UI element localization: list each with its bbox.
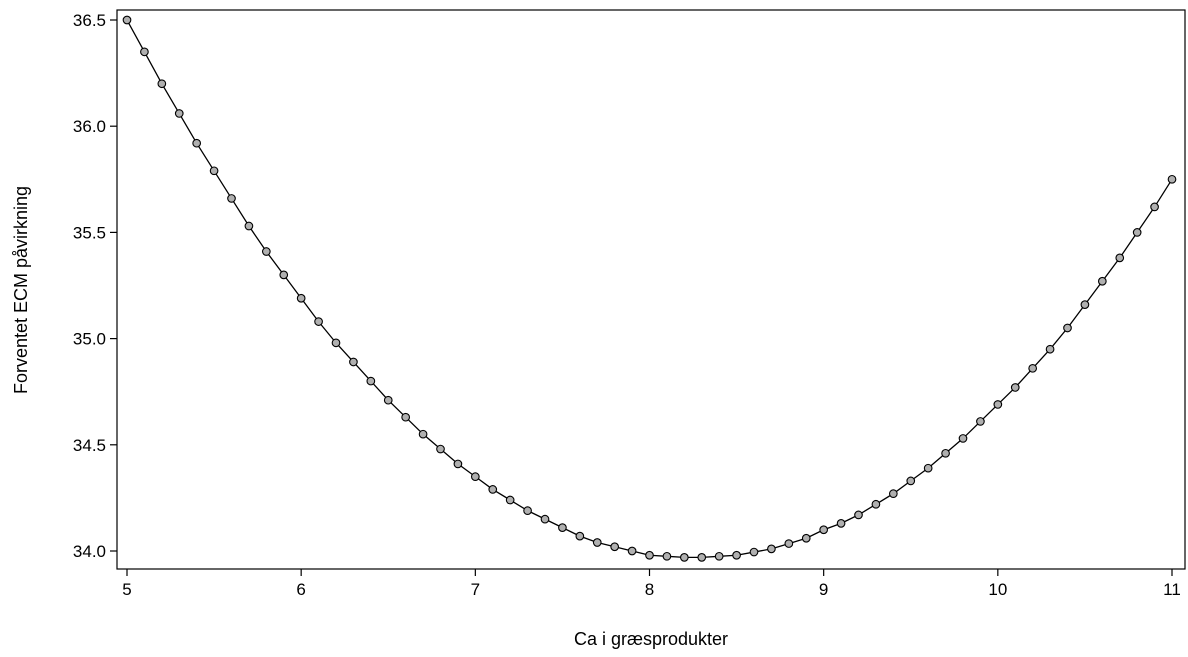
data-point xyxy=(1132,228,1142,237)
data-point xyxy=(592,538,602,547)
data-point xyxy=(140,47,149,57)
y-axis: 34.0 34.5 35.0 35.5 36.0 36.5 xyxy=(73,11,117,561)
data-point xyxy=(1045,344,1055,354)
data-point xyxy=(784,539,794,548)
data-point xyxy=(871,499,881,509)
x-axis: 5 6 7 8 9 10 11 xyxy=(122,569,1181,599)
data-point xyxy=(819,525,829,535)
data-point xyxy=(906,476,916,486)
data-point xyxy=(923,463,933,473)
data-point xyxy=(540,514,550,524)
x-tick-label: 8 xyxy=(645,580,654,599)
y-tick-label: 36.0 xyxy=(73,117,106,136)
data-point xyxy=(349,357,358,367)
data-point xyxy=(941,448,950,458)
data-point xyxy=(575,531,585,541)
y-tick-label: 35.5 xyxy=(73,223,106,242)
data-point xyxy=(523,506,532,515)
y-tick-label: 36.5 xyxy=(73,11,106,30)
series-markers xyxy=(122,15,1177,562)
data-point xyxy=(645,550,654,560)
data-point xyxy=(296,293,306,303)
data-point xyxy=(436,444,445,454)
data-point xyxy=(836,519,846,528)
data-point xyxy=(1097,276,1107,286)
data-point xyxy=(679,553,689,562)
y-tick-label: 34.0 xyxy=(73,542,106,561)
data-point xyxy=(244,221,254,231)
data-point xyxy=(418,429,428,439)
x-tick-label: 10 xyxy=(988,580,1007,599)
data-point xyxy=(401,412,411,422)
data-point xyxy=(174,109,184,118)
data-point xyxy=(610,542,620,552)
data-point xyxy=(192,138,202,148)
data-point xyxy=(314,317,323,326)
data-point xyxy=(558,523,567,532)
data-point xyxy=(383,395,393,405)
data-point xyxy=(801,533,811,543)
data-point xyxy=(749,547,759,557)
y-tick-label: 34.5 xyxy=(73,436,106,455)
data-point xyxy=(1167,174,1177,184)
data-point xyxy=(1028,363,1038,373)
data-point xyxy=(331,338,341,348)
data-point xyxy=(854,510,863,520)
data-point xyxy=(1080,300,1090,309)
data-point xyxy=(627,546,637,556)
data-point xyxy=(1115,253,1125,263)
data-point xyxy=(976,417,985,426)
x-tick-label: 6 xyxy=(296,580,305,599)
x-tick-label: 7 xyxy=(471,580,480,599)
data-point xyxy=(888,489,898,499)
data-point xyxy=(157,79,167,89)
data-point xyxy=(767,544,776,554)
y-tick-label: 35.0 xyxy=(73,330,106,349)
x-tick-label: 9 xyxy=(819,580,828,599)
data-point xyxy=(732,550,741,560)
data-point xyxy=(1150,202,1159,212)
data-point xyxy=(697,553,707,562)
data-point xyxy=(1010,383,1020,392)
data-point xyxy=(453,459,463,469)
data-point xyxy=(958,434,968,443)
data-point xyxy=(993,400,1003,409)
x-tick-label: 5 xyxy=(122,580,131,599)
plot-frame xyxy=(116,9,1186,570)
data-point xyxy=(1063,323,1072,333)
data-point xyxy=(209,166,219,176)
data-point xyxy=(227,194,236,203)
data-point xyxy=(505,495,515,505)
data-point xyxy=(488,485,498,494)
data-point xyxy=(714,551,724,561)
data-point xyxy=(470,472,480,482)
x-axis-title: Ca i græsprodukter xyxy=(574,629,728,649)
data-point xyxy=(662,551,672,561)
data-point xyxy=(122,15,132,25)
y-axis-title: Forventet ECM påvirkning xyxy=(11,186,31,394)
x-tick-label: 11 xyxy=(1163,580,1181,599)
data-point xyxy=(279,270,289,280)
data-point xyxy=(366,376,376,386)
data-point xyxy=(261,247,271,256)
